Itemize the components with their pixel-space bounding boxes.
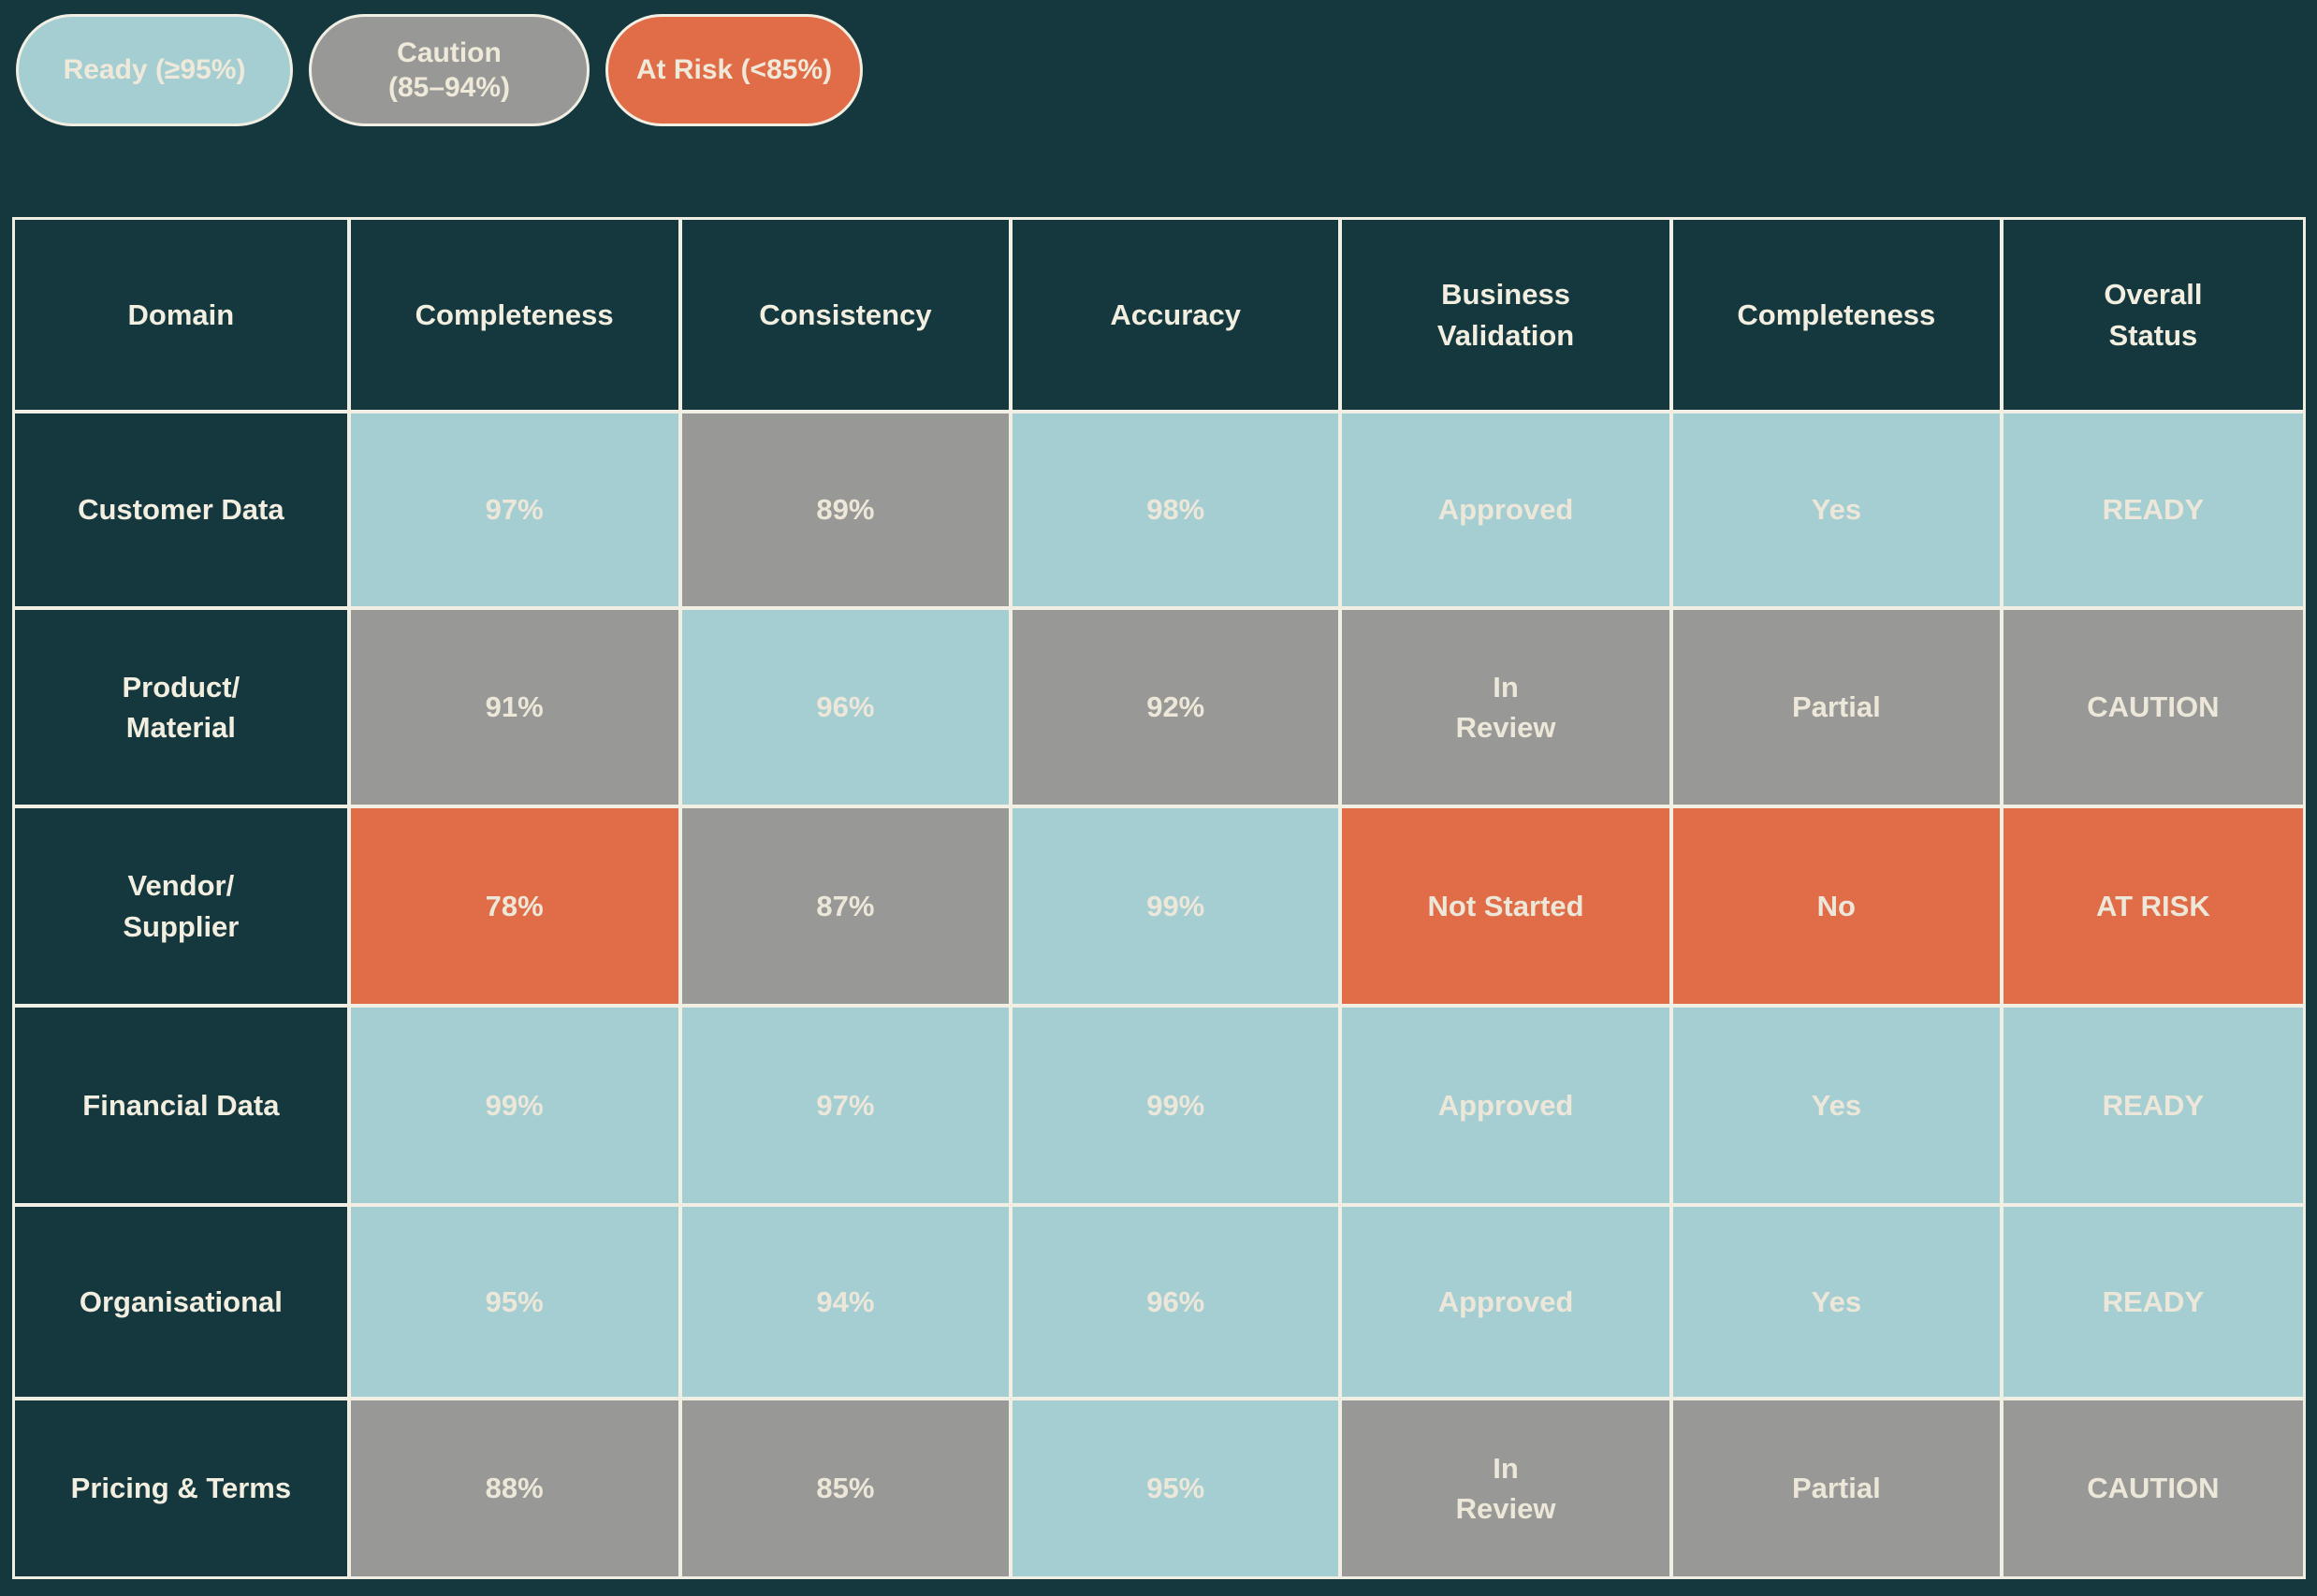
metric-cell: 94%	[681, 1207, 1010, 1397]
metric-cell: In Review	[1342, 1400, 1669, 1576]
status-legend: Ready (≥95%) Caution (85–94%) At Risk (<…	[0, 0, 2317, 126]
metric-cell: 98%	[1013, 414, 1339, 606]
status-cell: CAUTION	[2003, 610, 2303, 805]
domain-cell: Pricing & Terms	[15, 1400, 347, 1576]
column-header-completeness: Completeness	[350, 220, 678, 410]
metric-cell: Not Started	[1342, 808, 1669, 1004]
metric-cell: Approved	[1342, 1008, 1669, 1203]
metric-cell: 88%	[350, 1400, 678, 1576]
metric-cell: Partial	[1672, 610, 2000, 805]
metric-cell: Approved	[1342, 1207, 1669, 1397]
metric-cell: 95%	[1013, 1400, 1339, 1576]
column-header-consistency: Consistency	[681, 220, 1010, 410]
metric-cell: 92%	[1013, 610, 1339, 805]
metric-cell: No	[1672, 808, 2000, 1004]
metric-cell: Yes	[1672, 414, 2000, 606]
metric-cell: Yes	[1672, 1008, 2000, 1203]
metric-cell: 87%	[681, 808, 1010, 1004]
status-cell: READY	[2003, 414, 2303, 606]
metric-cell: 97%	[350, 414, 678, 606]
legend-pill-caution: Caution (85–94%)	[309, 14, 590, 126]
metric-cell: 91%	[350, 610, 678, 805]
metric-cell: 99%	[350, 1008, 678, 1203]
metric-cell: Partial	[1672, 1400, 2000, 1576]
domain-cell: Product/ Material	[15, 610, 347, 805]
domain-cell: Vendor/ Supplier	[15, 808, 347, 1004]
legend-pill-at-risk: At Risk (<85%)	[605, 14, 863, 126]
metric-cell: 99%	[1013, 1008, 1339, 1203]
metric-cell: 95%	[350, 1207, 678, 1397]
metric-cell: 97%	[681, 1008, 1010, 1203]
metric-cell: Approved	[1342, 414, 1669, 606]
column-header-overall-status: Overall Status	[2003, 220, 2303, 410]
domain-cell: Customer Data	[15, 414, 347, 606]
status-cell: READY	[2003, 1008, 2303, 1203]
status-cell: CAUTION	[2003, 1400, 2303, 1576]
metric-cell: In Review	[1342, 610, 1669, 805]
domain-cell: Organisational	[15, 1207, 347, 1397]
column-header-accuracy: Accuracy	[1013, 220, 1339, 410]
status-cell: READY	[2003, 1207, 2303, 1397]
metric-cell: Yes	[1672, 1207, 2000, 1397]
metric-cell: 99%	[1013, 808, 1339, 1004]
metric-cell: 78%	[350, 808, 678, 1004]
metric-cell: 89%	[681, 414, 1010, 606]
column-header-business-validation: Business Validation	[1342, 220, 1669, 410]
legend-pill-ready: Ready (≥95%)	[16, 14, 293, 126]
metric-cell: 96%	[681, 610, 1010, 805]
readiness-table: Domain Completeness Consistency Accuracy…	[12, 217, 2306, 1579]
status-cell: AT RISK	[2003, 808, 2303, 1004]
column-header-completeness-2: Completeness	[1672, 220, 2000, 410]
domain-cell: Financial Data	[15, 1008, 347, 1203]
column-header-domain: Domain	[15, 220, 347, 410]
metric-cell: 85%	[681, 1400, 1010, 1576]
metric-cell: 96%	[1013, 1207, 1339, 1397]
